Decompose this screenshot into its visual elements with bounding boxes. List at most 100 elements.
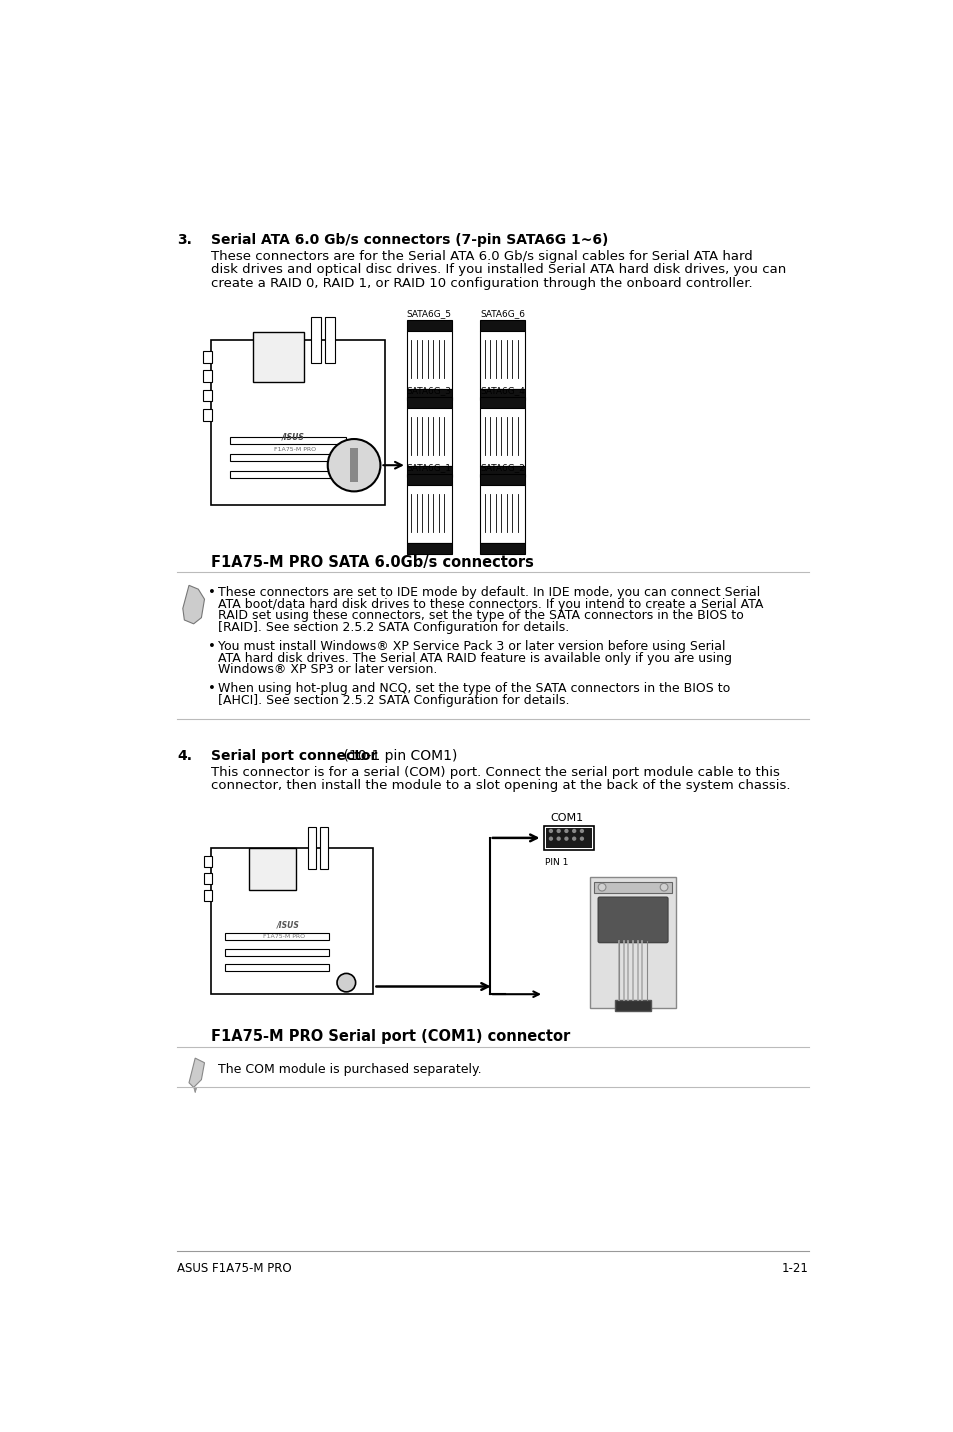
Text: ATA boot/data hard disk drives to these connectors. If you intend to create a Se: ATA boot/data hard disk drives to these … — [218, 597, 763, 610]
Bar — [406, 390, 452, 400]
Bar — [253, 332, 303, 382]
Text: You must install Windows® XP Service Pack 3 or later version before using Serial: You must install Windows® XP Service Pac… — [218, 640, 725, 653]
Text: create a RAID 0, RAID 1, or RAID 10 configuration through the onboard controller: create a RAID 0, RAID 1, or RAID 10 conf… — [211, 276, 752, 289]
Polygon shape — [193, 1087, 196, 1093]
Bar — [406, 321, 452, 331]
Polygon shape — [189, 1058, 204, 1087]
Text: These connectors are for the Serial ATA 6.0 Gb/s signal cables for Serial ATA ha: These connectors are for the Serial ATA … — [211, 251, 752, 263]
Circle shape — [572, 829, 576, 833]
Text: F1A75-M PRO Serial port (COM1) connector: F1A75-M PRO Serial port (COM1) connector — [211, 1028, 569, 1044]
Bar — [224, 934, 329, 941]
Text: SATA6G_4: SATA6G_4 — [480, 387, 525, 395]
Bar — [480, 485, 525, 543]
Text: connector, then install the module to a slot opening at the back of the system c: connector, then install the module to a … — [211, 779, 789, 792]
Bar — [211, 848, 373, 994]
Text: •: • — [208, 683, 215, 696]
Bar — [204, 856, 212, 868]
Bar — [615, 1001, 650, 1011]
Bar — [203, 390, 212, 401]
Bar — [307, 828, 315, 869]
Bar — [480, 331, 525, 390]
Bar — [480, 321, 525, 331]
Bar — [546, 828, 592, 848]
Text: •: • — [208, 586, 215, 599]
Text: RAID set using these connectors, set the type of the SATA connectors in the BIOS: RAID set using these connectors, set the… — [218, 609, 743, 621]
Text: Windows® XP SP3 or later version.: Windows® XP SP3 or later version. — [218, 663, 437, 676]
Bar — [230, 454, 346, 461]
Circle shape — [579, 836, 583, 841]
Bar — [480, 543, 525, 554]
Text: [RAID]. See section 2.5.2 SATA Configuration for details.: [RAID]. See section 2.5.2 SATA Configura… — [218, 620, 569, 634]
Circle shape — [548, 836, 553, 841]
FancyBboxPatch shape — [590, 878, 675, 1008]
Circle shape — [336, 974, 355, 992]
Bar — [480, 398, 525, 408]
Text: 1-21: 1-21 — [781, 1262, 808, 1274]
Bar — [249, 848, 295, 891]
Circle shape — [563, 836, 568, 841]
Bar — [406, 543, 452, 554]
Text: This connector is for a serial (COM) port. Connect the serial port module cable : This connector is for a serial (COM) por… — [211, 766, 779, 779]
Text: 4.: 4. — [177, 749, 193, 763]
Circle shape — [598, 884, 605, 891]
Circle shape — [556, 829, 560, 833]
Circle shape — [548, 829, 553, 833]
Bar — [230, 471, 346, 478]
Text: F1A75-M PRO: F1A75-M PRO — [263, 934, 305, 939]
Text: Serial ATA 6.0 Gb/s connectors (7-pin SATA6G 1~6): Serial ATA 6.0 Gb/s connectors (7-pin SA… — [211, 233, 607, 248]
Bar — [480, 465, 525, 477]
Text: SATA6G_3: SATA6G_3 — [406, 387, 452, 395]
Text: PIN 1: PIN 1 — [544, 858, 567, 866]
Text: These connectors are set to IDE mode by default. In IDE mode, you can connect Se: These connectors are set to IDE mode by … — [218, 586, 760, 599]
Text: SATA6G_1: SATA6G_1 — [406, 463, 452, 473]
Text: SATA6G_2: SATA6G_2 — [480, 463, 525, 473]
Circle shape — [572, 836, 576, 841]
Text: F1A75-M PRO SATA 6.0Gb/s connectors: F1A75-M PRO SATA 6.0Gb/s connectors — [211, 556, 533, 570]
Polygon shape — [183, 586, 204, 624]
Text: Serial port connector: Serial port connector — [211, 749, 376, 763]
Text: ATA hard disk drives. The Serial ATA RAID feature is available only if you are u: ATA hard disk drives. The Serial ATA RAI… — [218, 652, 732, 664]
Bar — [319, 828, 328, 869]
Text: The COM module is purchased separately.: The COM module is purchased separately. — [218, 1063, 481, 1075]
Bar — [350, 448, 357, 483]
Text: •: • — [208, 640, 215, 653]
Text: 3.: 3. — [177, 233, 193, 248]
Bar — [224, 949, 329, 955]
Text: SATA6G_6: SATA6G_6 — [480, 309, 525, 318]
FancyBboxPatch shape — [598, 898, 667, 942]
Bar — [406, 465, 452, 477]
Bar — [406, 398, 452, 408]
Text: F1A75-M PRO: F1A75-M PRO — [274, 447, 316, 451]
Text: ASUS F1A75-M PRO: ASUS F1A75-M PRO — [177, 1262, 292, 1274]
Text: (10-1 pin COM1): (10-1 pin COM1) — [338, 749, 456, 763]
Text: When using hot-plug and NCQ, set the type of the SATA connectors in the BIOS to: When using hot-plug and NCQ, set the typ… — [218, 683, 730, 696]
Bar — [311, 316, 320, 362]
Text: COM1: COM1 — [550, 813, 582, 823]
Circle shape — [328, 440, 380, 491]
Bar — [543, 826, 594, 851]
Text: [AHCI]. See section 2.5.2 SATA Configuration for details.: [AHCI]. See section 2.5.2 SATA Configura… — [218, 695, 569, 707]
Bar — [406, 408, 452, 465]
Bar — [406, 474, 452, 485]
Bar — [204, 891, 212, 901]
Bar — [203, 371, 212, 382]
Bar — [594, 882, 671, 892]
Bar — [203, 351, 212, 362]
Circle shape — [579, 829, 583, 833]
Bar — [480, 390, 525, 400]
Bar — [406, 485, 452, 543]
Circle shape — [556, 836, 560, 841]
Bar — [230, 437, 346, 444]
Bar — [406, 331, 452, 390]
Bar — [203, 410, 212, 421]
Bar — [204, 874, 212, 884]
Circle shape — [563, 829, 568, 833]
Bar — [224, 964, 329, 971]
Circle shape — [659, 884, 667, 891]
Bar — [480, 474, 525, 485]
Bar — [325, 316, 335, 362]
Text: SATA6G_5: SATA6G_5 — [406, 309, 452, 318]
Text: /ISUS: /ISUS — [276, 921, 299, 929]
Bar — [211, 339, 385, 505]
Bar — [480, 408, 525, 465]
